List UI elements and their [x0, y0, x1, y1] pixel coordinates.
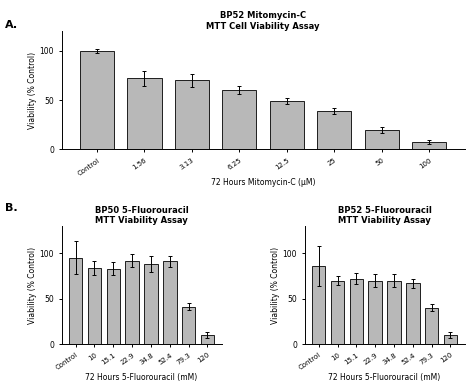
X-axis label: 72 Hours 5-Fluorouracil (mM): 72 Hours 5-Fluorouracil (mM): [85, 373, 198, 382]
Bar: [128, 79, 162, 149]
Bar: [182, 307, 195, 344]
Bar: [317, 111, 351, 149]
Y-axis label: Viability (% Control): Viability (% Control): [28, 246, 37, 324]
Title: BP50 5-Fluorouracil
MTT Viability Assay: BP50 5-Fluorouracil MTT Viability Assay: [95, 206, 189, 225]
Text: A.: A.: [5, 20, 18, 30]
Bar: [444, 335, 457, 344]
Bar: [163, 262, 177, 344]
Bar: [201, 335, 214, 344]
Bar: [175, 81, 209, 149]
Y-axis label: Viability (% Control): Viability (% Control): [28, 52, 37, 129]
Bar: [368, 280, 382, 344]
Title: BP52 5-Fluorouracil
MTT Viability Assay: BP52 5-Fluorouracil MTT Viability Assay: [337, 206, 431, 225]
Bar: [270, 101, 304, 149]
Bar: [412, 142, 446, 149]
Bar: [125, 260, 139, 344]
Bar: [312, 266, 326, 344]
Bar: [88, 268, 101, 344]
X-axis label: 72 Hours Mitomycin-C (μM): 72 Hours Mitomycin-C (μM): [211, 178, 315, 187]
Bar: [144, 264, 158, 344]
Bar: [331, 280, 344, 344]
Text: B.: B.: [5, 203, 18, 213]
Bar: [222, 90, 256, 149]
X-axis label: 72 Hours 5-Fluorouracil (mM): 72 Hours 5-Fluorouracil (mM): [328, 373, 441, 382]
Bar: [425, 308, 438, 344]
Y-axis label: Viability (% Control): Viability (% Control): [272, 246, 281, 324]
Bar: [349, 279, 363, 344]
Bar: [387, 280, 401, 344]
Bar: [69, 258, 82, 344]
Bar: [406, 283, 419, 344]
Bar: [107, 269, 120, 344]
Bar: [80, 51, 114, 149]
Title: BP52 Mitomycin-C
MTT Cell Viability Assay: BP52 Mitomycin-C MTT Cell Viability Assa…: [206, 11, 320, 30]
Bar: [365, 130, 399, 149]
